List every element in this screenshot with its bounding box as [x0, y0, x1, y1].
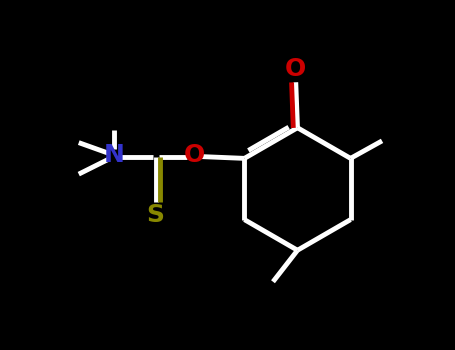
Text: O: O	[285, 57, 306, 81]
Text: S: S	[147, 203, 165, 228]
Text: O: O	[184, 143, 205, 167]
Text: N: N	[103, 143, 124, 167]
